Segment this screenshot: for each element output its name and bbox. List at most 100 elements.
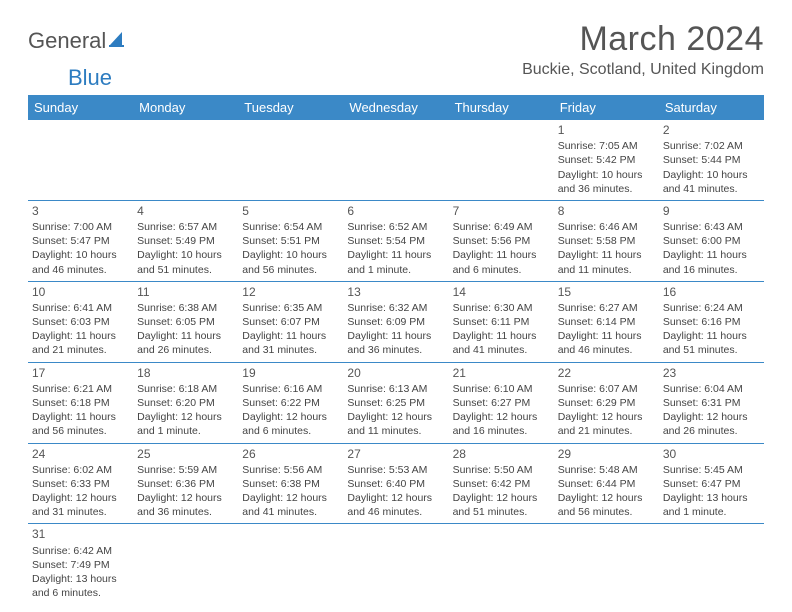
calendar-cell: 31 Sunrise: 6:42 AMSunset: 7:49 PMDayligh… bbox=[28, 524, 133, 604]
calendar-row: 24Sunrise: 6:02 AMSunset: 6:33 PMDayligh… bbox=[28, 443, 764, 524]
sunrise-text: Sunrise: 6:38 AM bbox=[137, 301, 234, 315]
daylight-text: Daylight: 11 hours and 16 minutes. bbox=[663, 248, 760, 276]
daylight-text: Daylight: 13 hours and 6 minutes. bbox=[32, 572, 129, 600]
calendar-row: 31 Sunrise: 6:42 AMSunset: 7:49 PMDayligh… bbox=[28, 524, 764, 604]
calendar-cell: 19Sunrise: 6:16 AMSunset: 6:22 PMDayligh… bbox=[238, 362, 343, 443]
day-number: 1 bbox=[558, 122, 655, 138]
day-number: 19 bbox=[242, 365, 339, 381]
day-number: 22 bbox=[558, 365, 655, 381]
calendar-row: 3Sunrise: 7:00 AMSunset: 5:47 PMDaylight… bbox=[28, 200, 764, 281]
sunset-text: Sunset: 6:36 PM bbox=[137, 477, 234, 491]
weekday-header: Thursday bbox=[449, 95, 554, 120]
day-number: 31 bbox=[32, 526, 129, 542]
sunrise-text: Sunrise: 6:42 AM bbox=[32, 544, 129, 558]
sunrise-text: Sunrise: 6:32 AM bbox=[347, 301, 444, 315]
sunset-text: Sunset: 6:25 PM bbox=[347, 396, 444, 410]
calendar-cell: 6Sunrise: 6:52 AMSunset: 5:54 PMDaylight… bbox=[343, 200, 448, 281]
sunset-text: Sunset: 6:18 PM bbox=[32, 396, 129, 410]
sunset-text: Sunset: 6:42 PM bbox=[453, 477, 550, 491]
daylight-text: Daylight: 11 hours and 51 minutes. bbox=[663, 329, 760, 357]
daylight-text: Daylight: 11 hours and 36 minutes. bbox=[347, 329, 444, 357]
calendar-cell: 18Sunrise: 6:18 AMSunset: 6:20 PMDayligh… bbox=[133, 362, 238, 443]
day-number: 5 bbox=[242, 203, 339, 219]
sunset-text: Sunset: 6:22 PM bbox=[242, 396, 339, 410]
sunrise-text: Sunrise: 6:21 AM bbox=[32, 382, 129, 396]
day-number: 2 bbox=[663, 122, 760, 138]
day-number: 29 bbox=[558, 446, 655, 462]
sunset-text: Sunset: 5:56 PM bbox=[453, 234, 550, 248]
daylight-text: Daylight: 10 hours and 51 minutes. bbox=[137, 248, 234, 276]
sunrise-text: Sunrise: 6:43 AM bbox=[663, 220, 760, 234]
day-number: 23 bbox=[663, 365, 760, 381]
weekday-header: Tuesday bbox=[238, 95, 343, 120]
logo-text-2: Blue bbox=[68, 65, 792, 91]
calendar-cell: 3Sunrise: 7:00 AMSunset: 5:47 PMDaylight… bbox=[28, 200, 133, 281]
sunset-text: Sunset: 5:42 PM bbox=[558, 153, 655, 167]
day-number: 20 bbox=[347, 365, 444, 381]
calendar-cell: 23Sunrise: 6:04 AMSunset: 6:31 PMDayligh… bbox=[659, 362, 764, 443]
sunrise-text: Sunrise: 7:00 AM bbox=[32, 220, 129, 234]
sunset-text: Sunset: 6:27 PM bbox=[453, 396, 550, 410]
sunset-text: Sunset: 6:11 PM bbox=[453, 315, 550, 329]
calendar-cell bbox=[238, 524, 343, 604]
calendar-cell: 24Sunrise: 6:02 AMSunset: 6:33 PMDayligh… bbox=[28, 443, 133, 524]
sunrise-text: Sunrise: 6:54 AM bbox=[242, 220, 339, 234]
day-number: 6 bbox=[347, 203, 444, 219]
daylight-text: Daylight: 12 hours and 51 minutes. bbox=[453, 491, 550, 519]
calendar-cell bbox=[133, 524, 238, 604]
day-number: 14 bbox=[453, 284, 550, 300]
daylight-text: Daylight: 11 hours and 56 minutes. bbox=[32, 410, 129, 438]
calendar-cell: 8Sunrise: 6:46 AMSunset: 5:58 PMDaylight… bbox=[554, 200, 659, 281]
sunrise-text: Sunrise: 6:10 AM bbox=[453, 382, 550, 396]
day-number: 13 bbox=[347, 284, 444, 300]
calendar-cell bbox=[449, 120, 554, 200]
calendar-cell: 12Sunrise: 6:35 AMSunset: 6:07 PMDayligh… bbox=[238, 281, 343, 362]
sunrise-text: Sunrise: 6:49 AM bbox=[453, 220, 550, 234]
day-number: 9 bbox=[663, 203, 760, 219]
weekday-header: Monday bbox=[133, 95, 238, 120]
calendar-cell: 21Sunrise: 6:10 AMSunset: 6:27 PMDayligh… bbox=[449, 362, 554, 443]
sunset-text: Sunset: 7:49 PM bbox=[32, 558, 129, 572]
calendar-cell: 27Sunrise: 5:53 AMSunset: 6:40 PMDayligh… bbox=[343, 443, 448, 524]
daylight-text: Daylight: 10 hours and 56 minutes. bbox=[242, 248, 339, 276]
daylight-text: Daylight: 10 hours and 46 minutes. bbox=[32, 248, 129, 276]
sunrise-text: Sunrise: 6:13 AM bbox=[347, 382, 444, 396]
day-number: 18 bbox=[137, 365, 234, 381]
sunset-text: Sunset: 6:44 PM bbox=[558, 477, 655, 491]
day-number: 21 bbox=[453, 365, 550, 381]
daylight-text: Daylight: 12 hours and 11 minutes. bbox=[347, 410, 444, 438]
sunrise-text: Sunrise: 7:05 AM bbox=[558, 139, 655, 153]
calendar-cell: 20Sunrise: 6:13 AMSunset: 6:25 PMDayligh… bbox=[343, 362, 448, 443]
calendar-cell: 7Sunrise: 6:49 AMSunset: 5:56 PMDaylight… bbox=[449, 200, 554, 281]
calendar-cell bbox=[343, 524, 448, 604]
sunset-text: Sunset: 5:54 PM bbox=[347, 234, 444, 248]
calendar-cell: 15Sunrise: 6:27 AMSunset: 6:14 PMDayligh… bbox=[554, 281, 659, 362]
sunrise-text: Sunrise: 5:59 AM bbox=[137, 463, 234, 477]
daylight-text: Daylight: 10 hours and 36 minutes. bbox=[558, 168, 655, 196]
sunset-text: Sunset: 6:16 PM bbox=[663, 315, 760, 329]
daylight-text: Daylight: 11 hours and 41 minutes. bbox=[453, 329, 550, 357]
weekday-header: Saturday bbox=[659, 95, 764, 120]
daylight-text: Daylight: 12 hours and 1 minute. bbox=[137, 410, 234, 438]
weekday-header: Sunday bbox=[28, 95, 133, 120]
sunset-text: Sunset: 6:40 PM bbox=[347, 477, 444, 491]
sunrise-text: Sunrise: 5:53 AM bbox=[347, 463, 444, 477]
sunrise-text: Sunrise: 6:46 AM bbox=[558, 220, 655, 234]
calendar-cell: 5Sunrise: 6:54 AMSunset: 5:51 PMDaylight… bbox=[238, 200, 343, 281]
calendar-cell: 4Sunrise: 6:57 AMSunset: 5:49 PMDaylight… bbox=[133, 200, 238, 281]
sunset-text: Sunset: 6:09 PM bbox=[347, 315, 444, 329]
daylight-text: Daylight: 11 hours and 31 minutes. bbox=[242, 329, 339, 357]
sunrise-text: Sunrise: 6:18 AM bbox=[137, 382, 234, 396]
calendar-cell: 2Sunrise: 7:02 AMSunset: 5:44 PMDaylight… bbox=[659, 120, 764, 200]
weekday-header: Wednesday bbox=[343, 95, 448, 120]
sunrise-text: Sunrise: 5:56 AM bbox=[242, 463, 339, 477]
sunrise-text: Sunrise: 5:48 AM bbox=[558, 463, 655, 477]
day-number: 8 bbox=[558, 203, 655, 219]
calendar-cell: 14Sunrise: 6:30 AMSunset: 6:11 PMDayligh… bbox=[449, 281, 554, 362]
calendar-cell: 11Sunrise: 6:38 AMSunset: 6:05 PMDayligh… bbox=[133, 281, 238, 362]
daylight-text: Daylight: 12 hours and 6 minutes. bbox=[242, 410, 339, 438]
sunset-text: Sunset: 5:51 PM bbox=[242, 234, 339, 248]
day-number: 11 bbox=[137, 284, 234, 300]
daylight-text: Daylight: 10 hours and 41 minutes. bbox=[663, 168, 760, 196]
calendar-cell: 1Sunrise: 7:05 AMSunset: 5:42 PMDaylight… bbox=[554, 120, 659, 200]
